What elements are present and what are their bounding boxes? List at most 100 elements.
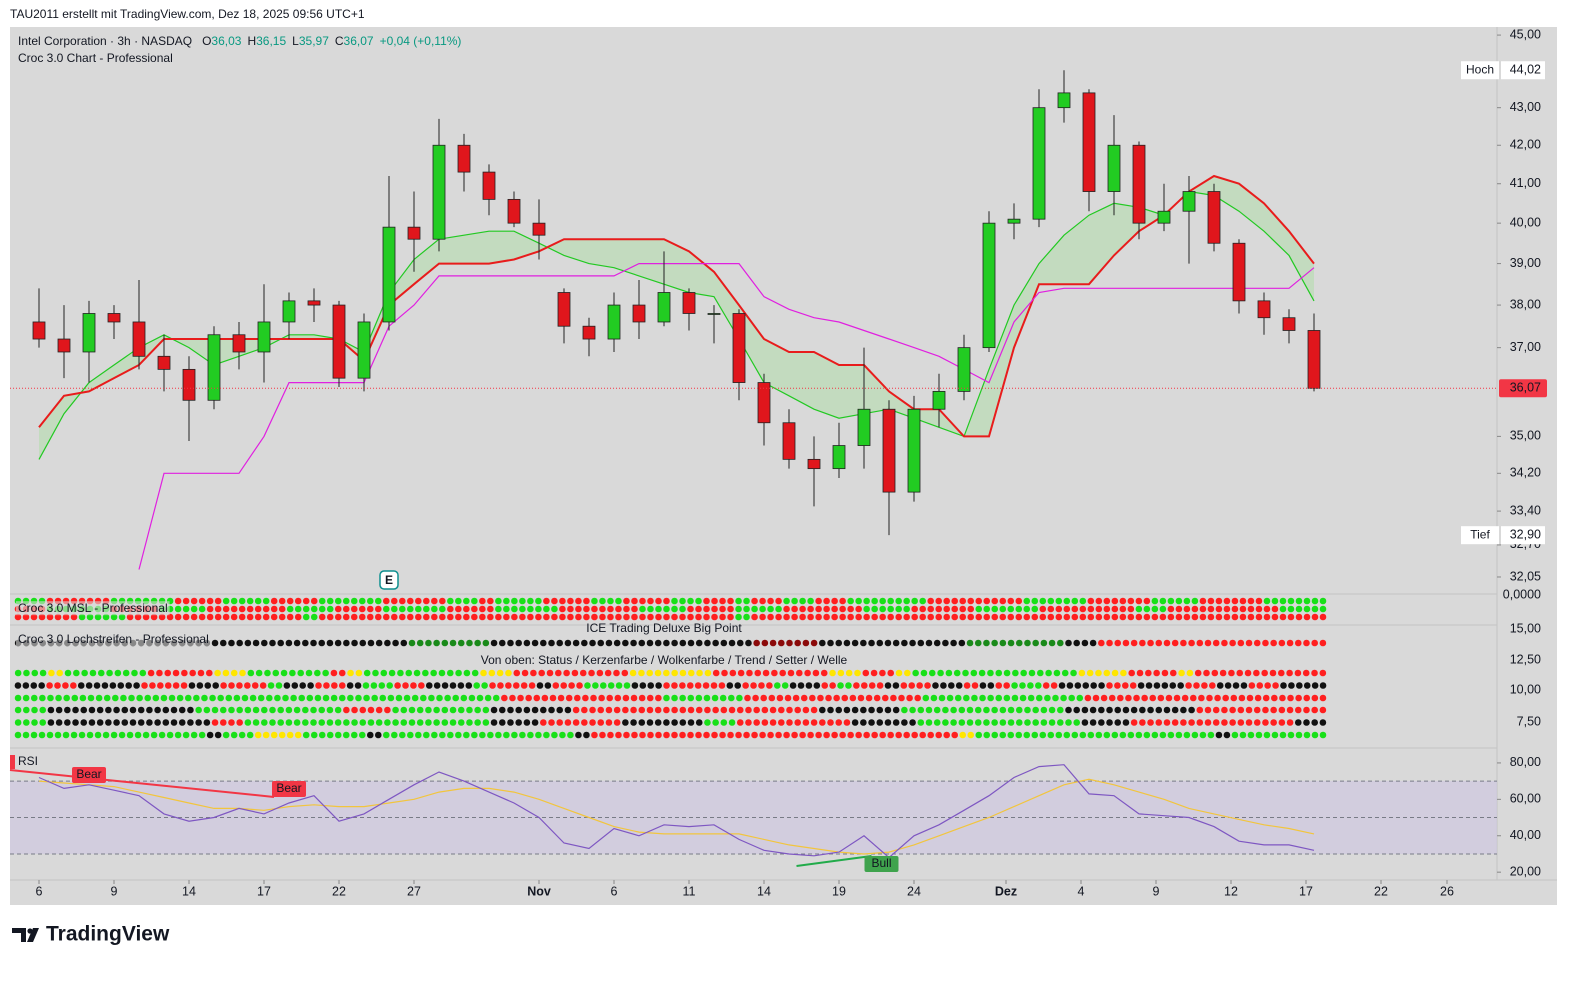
status-dot <box>114 669 122 677</box>
status-dot <box>1253 719 1261 726</box>
status-dot <box>1119 605 1127 613</box>
status-dot <box>1207 731 1215 739</box>
status-dot <box>378 682 386 689</box>
status-dot <box>490 719 498 726</box>
status-dot <box>30 682 38 689</box>
status-dot <box>663 731 670 739</box>
status-dot <box>198 613 206 621</box>
status-dot <box>974 639 982 647</box>
status-dot <box>463 613 470 621</box>
status-dot <box>334 719 342 726</box>
status-dot <box>663 706 670 714</box>
status-dot <box>963 694 970 702</box>
candle-body <box>557 292 571 327</box>
status-dot <box>727 597 734 605</box>
status-dot <box>1100 694 1108 702</box>
status-dot <box>817 694 824 702</box>
status-dot <box>172 669 180 677</box>
status-dot <box>750 682 757 689</box>
status-dot <box>93 682 101 689</box>
status-dot <box>509 694 516 702</box>
status-dot <box>876 682 884 689</box>
status-dot <box>22 731 30 739</box>
status-dot <box>576 682 583 689</box>
status-dot <box>1287 694 1294 702</box>
status-dot <box>350 731 358 739</box>
status-dot <box>559 605 566 613</box>
status-dot <box>1228 669 1235 677</box>
status-dot <box>302 719 309 726</box>
status-dot <box>1065 639 1072 647</box>
status-dot <box>519 731 526 739</box>
status-dot <box>286 731 294 739</box>
status-dot <box>495 613 502 621</box>
status-dot <box>201 694 208 702</box>
status-dot <box>663 605 670 613</box>
status-dot <box>262 605 270 613</box>
status-dot <box>1031 605 1039 613</box>
status-dot <box>751 605 758 613</box>
status-dot <box>1194 669 1202 677</box>
status-dot <box>712 706 719 714</box>
status-dot <box>999 639 1007 647</box>
status-dot <box>800 694 808 702</box>
status-dot <box>39 694 46 702</box>
status-dot <box>85 682 93 689</box>
status-dot <box>930 694 938 702</box>
status-dot <box>987 694 994 702</box>
status-dot <box>927 613 934 621</box>
status-dot <box>879 731 886 739</box>
status-dot <box>591 613 598 621</box>
status-dot <box>1237 639 1245 647</box>
status-dot <box>431 613 438 621</box>
status-dot <box>70 731 78 739</box>
status-dot <box>695 719 703 726</box>
status-dot <box>1211 669 1219 677</box>
status-dot <box>728 639 736 647</box>
status-dot <box>983 613 991 621</box>
status-dot <box>1089 719 1097 726</box>
status-dot <box>1063 613 1071 621</box>
status-dot <box>214 597 222 605</box>
status-dot <box>975 613 983 621</box>
x-tick-label: 27 <box>407 884 421 898</box>
status-dot <box>1256 682 1264 689</box>
status-dot <box>1167 605 1175 613</box>
status-dot <box>219 639 227 647</box>
candle-body <box>307 300 321 306</box>
status-dot <box>449 719 457 726</box>
status-dot <box>1262 694 1270 702</box>
status-dot <box>663 694 670 702</box>
status-dot <box>425 639 432 647</box>
status-dot <box>654 706 662 714</box>
status-dot <box>503 731 510 739</box>
status-dot <box>398 731 406 739</box>
status-dot <box>1151 597 1159 605</box>
status-dot <box>943 613 951 621</box>
status-dot <box>1216 682 1224 689</box>
status-dot <box>480 669 487 677</box>
status-dot <box>959 731 967 739</box>
status-dot <box>214 669 221 677</box>
status-dot <box>823 613 830 621</box>
status-dot <box>1286 706 1294 714</box>
status-dot <box>31 706 38 714</box>
status-dot <box>282 694 289 702</box>
status-dot <box>48 669 55 677</box>
status-dot <box>1157 694 1165 702</box>
status-dot <box>745 719 752 726</box>
status-dot <box>819 719 826 726</box>
status-dot <box>384 639 391 647</box>
status-dot <box>1127 613 1135 621</box>
status-dot <box>449 639 457 647</box>
status-dot <box>471 669 479 677</box>
status-dot <box>647 605 654 613</box>
status-dot <box>1122 719 1130 726</box>
status-dot <box>1183 731 1191 739</box>
status-dot <box>556 706 564 714</box>
status-dot <box>433 719 440 726</box>
status-dot <box>1240 682 1248 689</box>
status-dot <box>727 694 735 702</box>
status-dot <box>647 682 655 689</box>
status-dot <box>991 639 998 647</box>
